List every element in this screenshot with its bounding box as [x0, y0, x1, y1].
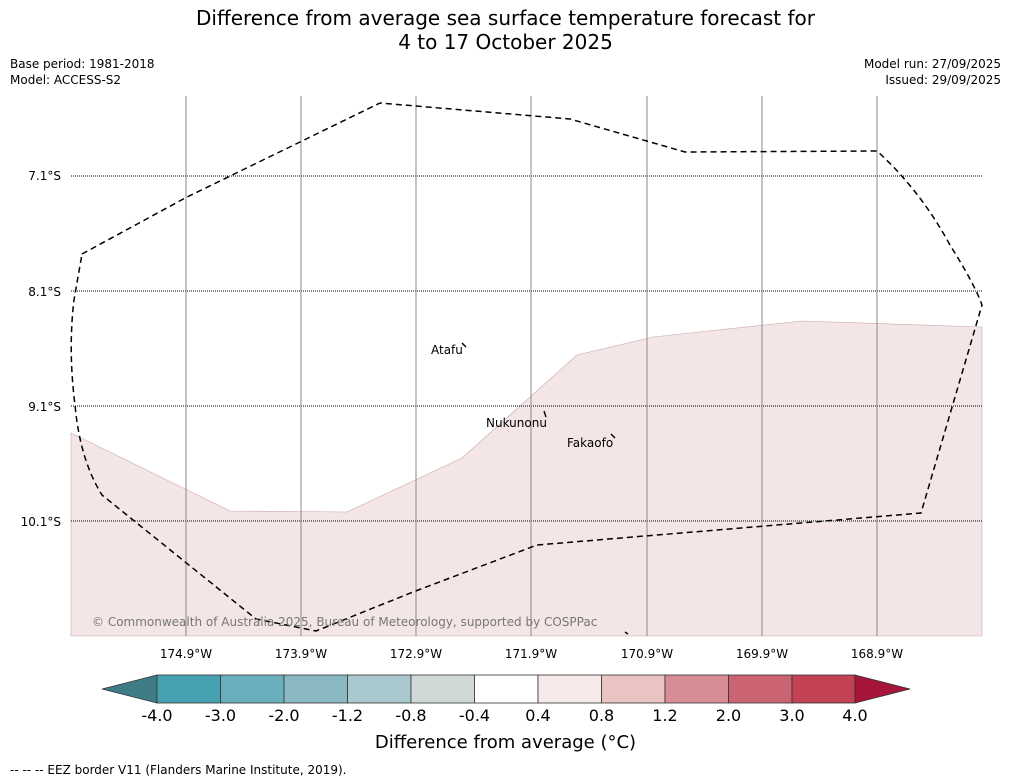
colorbar-tick-label: -3.0: [205, 706, 236, 725]
lon-label: 168.9°W: [851, 647, 903, 661]
colorbar-tick-label: 2.0: [716, 706, 741, 725]
colorbar-segment: [854, 674, 911, 704]
colorbar: [101, 674, 911, 704]
colorbar-segment: [156, 674, 221, 704]
lat-label: 8.1°S: [28, 285, 61, 299]
chart-title-line1: Difference from average sea surface temp…: [195, 6, 815, 30]
colorbar-segment: [474, 674, 539, 704]
islands: [461, 342, 629, 635]
base-period: Base period: 1981-2018: [10, 57, 155, 71]
chart-title-line2: 4 to 17 October 2025: [398, 30, 613, 54]
place-label-nukunonu: Nukunonu: [486, 416, 547, 430]
colorbar-segment: [664, 674, 729, 704]
place-label-atafu: Atafu: [431, 343, 463, 357]
lat-label: 10.1°S: [21, 515, 61, 529]
eez-footnote: -- -- -- EEZ border V11 (Flanders Marine…: [10, 763, 347, 777]
colorbar-tick-label: 3.0: [779, 706, 804, 725]
colorbar-tick-label: -2.0: [268, 706, 299, 725]
lon-label: 173.9°W: [275, 647, 327, 661]
colorbar-tick-label: -1.2: [332, 706, 363, 725]
colorbar-tick-label: -4.0: [141, 706, 172, 725]
small-islet: [624, 631, 629, 635]
colorbar-segment: [791, 674, 856, 704]
model-name: Model: ACCESS-S2: [10, 73, 122, 87]
lat-label: 9.1°S: [28, 400, 61, 414]
lon-label: 170.9°W: [621, 647, 673, 661]
lon-label: 169.9°W: [736, 647, 788, 661]
colorbar-tick-label: 1.2: [652, 706, 677, 725]
anomaly-region: [70, 320, 983, 637]
longitude-lines: [185, 96, 878, 636]
lat-label: 7.1°S: [28, 169, 61, 183]
fakaofo-island: [610, 433, 616, 439]
colorbar-segment: [283, 674, 348, 704]
issued-date: Issued: 29/09/2025: [885, 73, 1001, 87]
colorbar-tick-label: 0.4: [525, 706, 550, 725]
lon-label: 174.9°W: [160, 647, 212, 661]
colorbar-segment: [728, 674, 793, 704]
colorbar-tick-label: 0.8: [589, 706, 614, 725]
atafu-island: [461, 342, 467, 348]
copyright-text: © Commonwealth of Australia 2025, Bureau…: [92, 615, 597, 629]
colorbar-tick-label: -0.8: [395, 706, 426, 725]
place-label-fakaofo: Fakaofo: [567, 436, 613, 450]
model-run: Model run: 27/09/2025: [863, 57, 1001, 71]
nukunonu-island: [543, 410, 547, 418]
eez-border: [70, 102, 983, 632]
colorbar-segment: [537, 674, 602, 704]
lon-label: 171.9°W: [505, 647, 557, 661]
meta-left: Base period: 1981-2018 Model: ACCESS-S2: [10, 56, 155, 88]
colorbar-segment: [347, 674, 412, 704]
colorbar-segment: [410, 674, 475, 704]
meta-right: Model run: 27/09/2025 Issued: 29/09/2025: [864, 56, 1001, 88]
colorbar-segment: [601, 674, 666, 704]
colorbar-title: Difference from average (°C): [374, 732, 637, 753]
colorbar-segment: [101, 674, 158, 704]
colorbar-segment: [220, 674, 285, 704]
lon-label: 172.9°W: [390, 647, 442, 661]
colorbar-tick-label: -0.4: [459, 706, 490, 725]
colorbar-tick-label: 4.0: [842, 706, 867, 725]
